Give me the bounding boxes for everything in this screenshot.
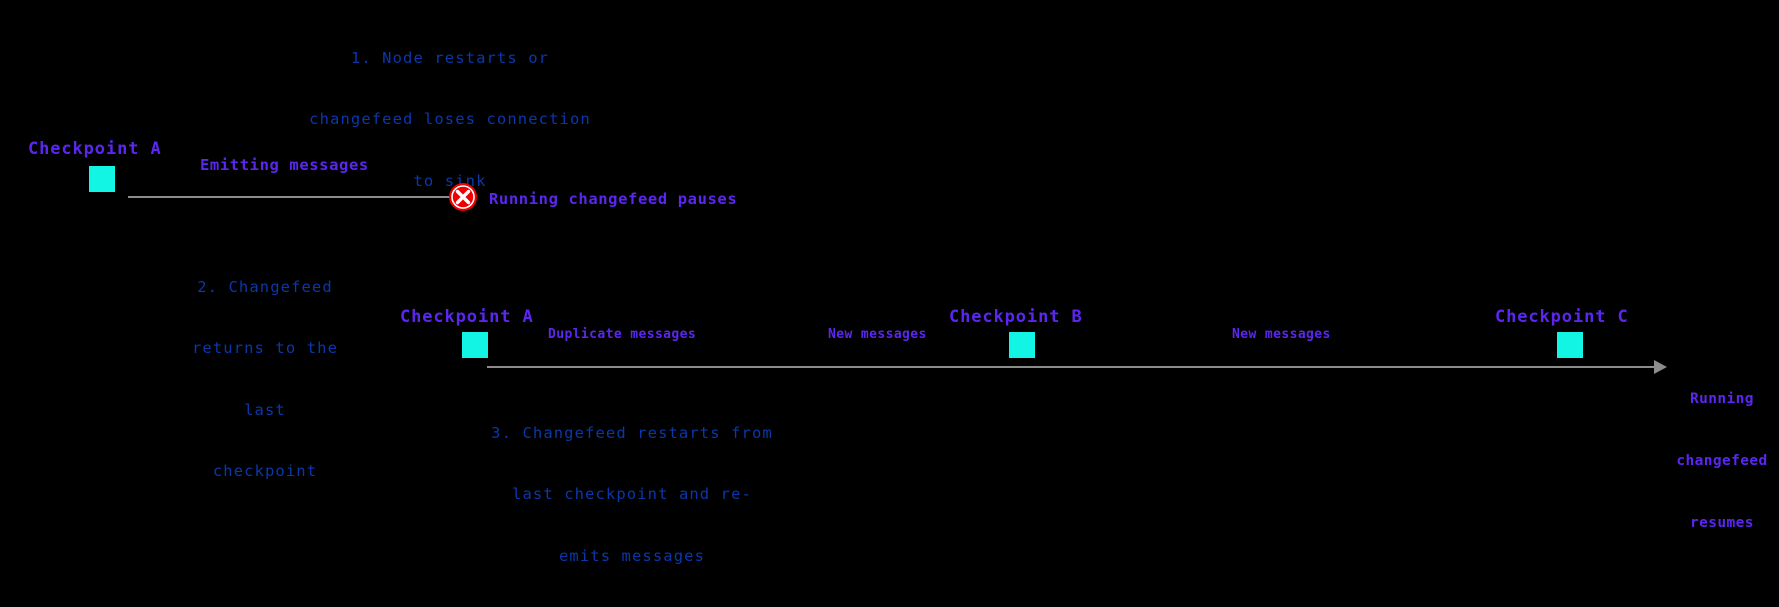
top-checkpoint-a-label: Checkpoint A [28, 139, 162, 159]
top-pause-label: Running changefeed pauses [489, 190, 738, 208]
bottom-resume-line-3: resumes [1690, 514, 1754, 531]
bottom-checkpoint-b-label: Checkpoint B [949, 307, 1083, 327]
bottom-segment-new-messages-2-label: New messages [1232, 327, 1331, 342]
bottom-segment-new-messages-1-label: New messages [828, 327, 927, 342]
bottom-checkpoint-a-marker [462, 332, 488, 358]
error-x-icon [449, 183, 477, 211]
step-3-line-2: last checkpoint and re- [512, 485, 752, 504]
top-emitting-messages-label: Emitting messages [200, 156, 369, 174]
bottom-resume-label: Running changefeed resumes [1668, 348, 1776, 574]
bottom-resume-line-1: Running [1690, 391, 1754, 408]
bottom-segment-duplicate-messages-label: Duplicate messages [548, 327, 697, 342]
bottom-timeline-arrow [487, 360, 1667, 374]
step-3-annotation: 3. Changefeed restarts from last checkpo… [472, 382, 792, 607]
bottom-resume-line-2: changefeed [1676, 452, 1768, 469]
step-2-line-2: returns to the [191, 339, 339, 358]
bottom-timeline-arrowhead [1654, 360, 1667, 374]
diagram-canvas: 1. Node restarts or changefeed loses con… [28, 7, 1768, 565]
step-2-line-1: 2. Changefeed [197, 277, 333, 296]
bottom-checkpoint-c-marker [1557, 332, 1583, 358]
step-1-annotation: 1. Node restarts or changefeed loses con… [300, 7, 600, 232]
step-2-line-4: checkpoint [212, 461, 318, 480]
step-1-line-2: changefeed loses connection [309, 110, 591, 129]
step-2-annotation: 2. Changefeed returns to the last checkp… [165, 236, 365, 522]
top-checkpoint-a-marker [89, 166, 115, 192]
step-2-line-3: last [244, 400, 286, 419]
bottom-timeline-line [487, 366, 1655, 368]
bottom-checkpoint-b-marker [1009, 332, 1035, 358]
step-3-line-1: 3. Changefeed restarts from [491, 423, 773, 442]
step-1-line-3: to sink [413, 171, 487, 190]
bottom-checkpoint-c-label: Checkpoint C [1495, 307, 1629, 327]
step-1-line-1: 1. Node restarts or [350, 48, 550, 67]
step-3-line-3: emits messages [558, 546, 706, 565]
bottom-checkpoint-a-label: Checkpoint A [400, 307, 534, 327]
